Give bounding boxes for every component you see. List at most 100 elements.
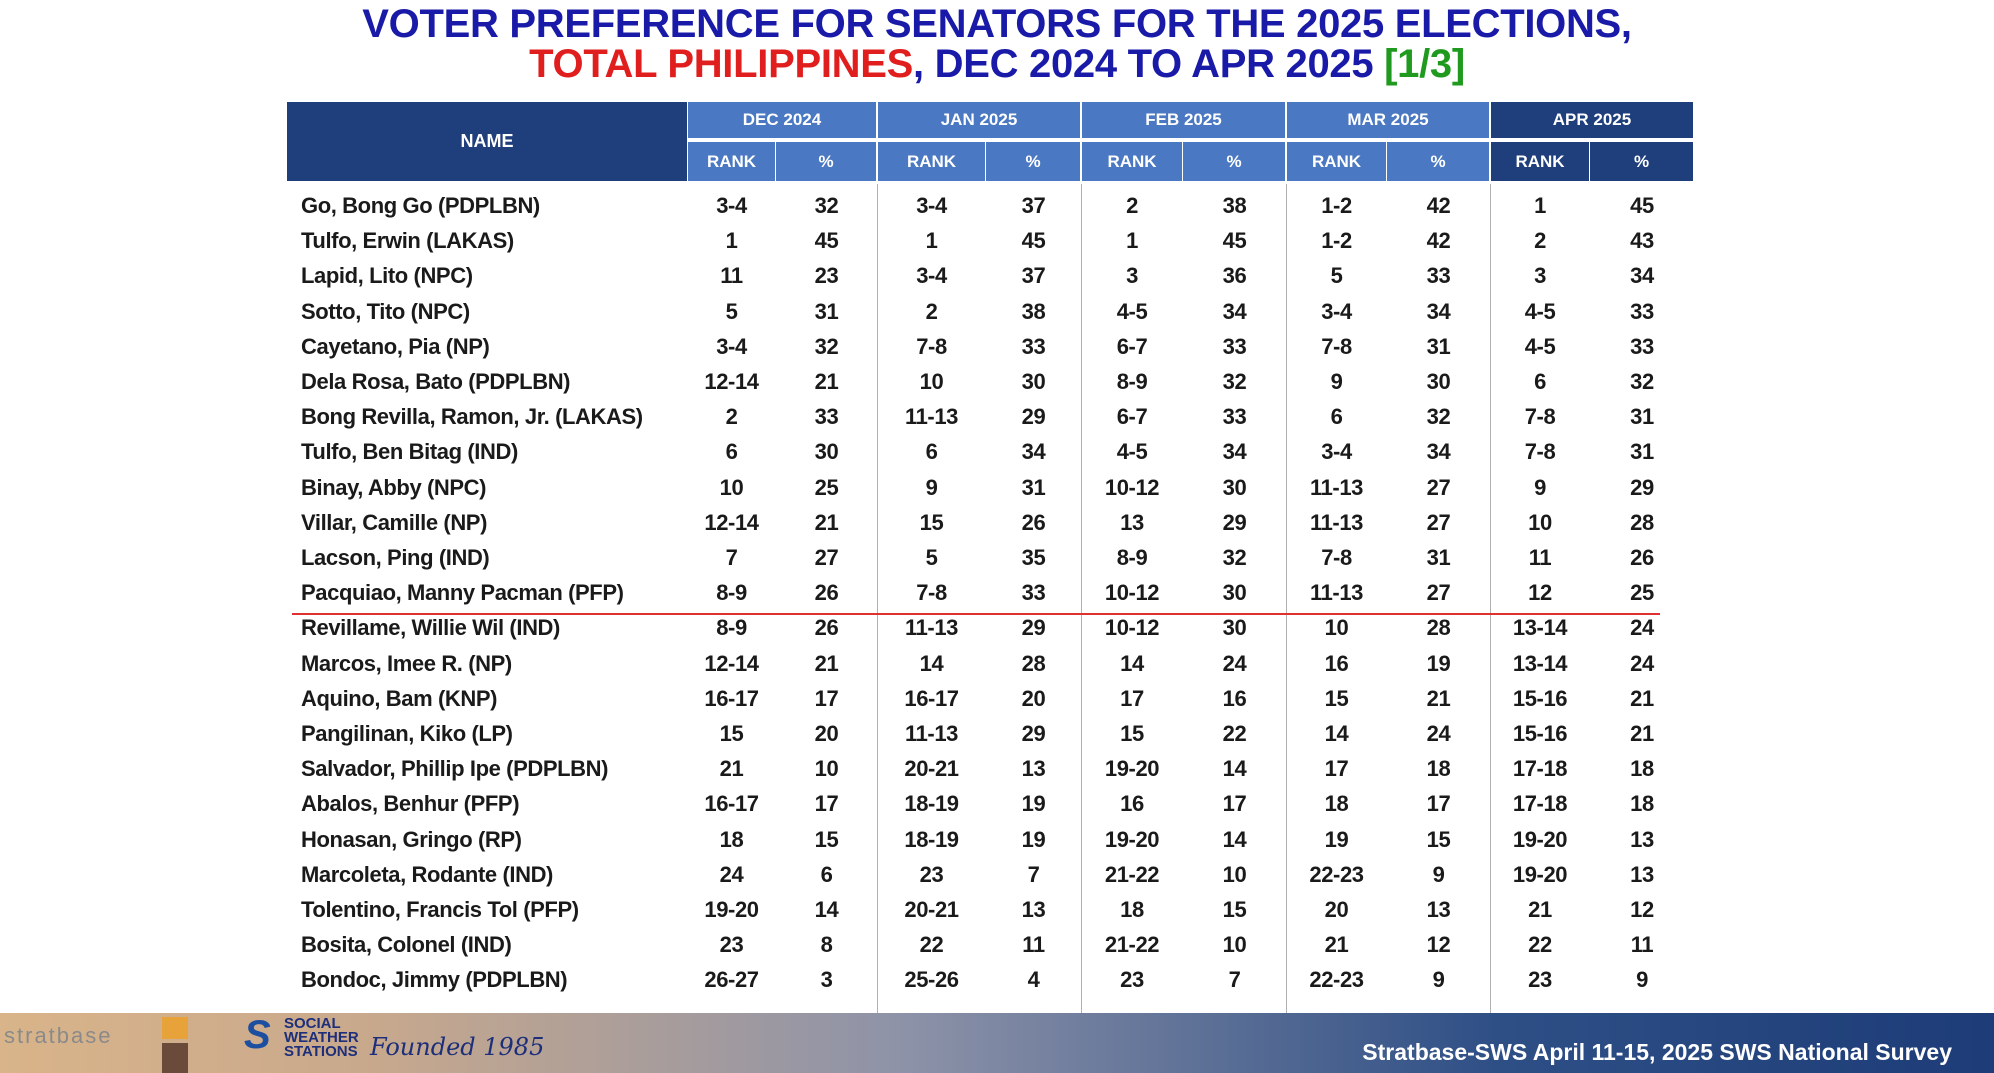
rank: 5 [1330, 263, 1343, 289]
percent: 33 [814, 404, 839, 430]
percent: 34 [1222, 439, 1247, 465]
rank: 21-22 [1104, 861, 1160, 887]
percent: 33 [1426, 263, 1451, 289]
title-line-1: VOTER PREFERENCE FOR SENATORS FOR THE 20… [362, 2, 1632, 46]
percent: 27 [1426, 509, 1451, 535]
rank: 16-17 [704, 685, 759, 711]
percent: 25 [814, 474, 839, 500]
logo-square [162, 1043, 188, 1073]
percent: 32 [814, 333, 839, 359]
rank: 11-13 [904, 721, 959, 746]
rank: 23 [919, 861, 944, 887]
percent: 13 [1021, 756, 1046, 782]
rank: 15 [1120, 721, 1144, 746]
rank: 11 [720, 263, 743, 289]
table: NAME DEC 2024 RANK% JAN 2025 RANK% FEB 2025 RA… [287, 102, 1693, 1013]
rank: 14 [1324, 721, 1349, 746]
rank: 19-20 [1104, 826, 1160, 852]
percent: 34 [1426, 298, 1451, 324]
rank: 8-9 [1116, 545, 1148, 570]
percent: 37 [1021, 263, 1046, 289]
percent: 29 [1021, 721, 1046, 746]
percent: 10 [1222, 861, 1247, 887]
rank: 16-17 [904, 685, 959, 711]
candidate-name: Honasan, Gringo (RP) [301, 826, 522, 852]
percent: 12 [1630, 897, 1654, 922]
percent: 20 [1021, 685, 1046, 711]
subheader: % [986, 142, 1080, 181]
rank: 12-14 [704, 369, 759, 394]
candidate-name: Pangilinan, Kiko (LP) [301, 721, 513, 746]
candidate-name: Villar, Camille (NP) [301, 509, 488, 535]
column-separator [1081, 184, 1082, 1013]
percent: 31 [1630, 439, 1654, 465]
rank: 19 [1324, 826, 1349, 852]
rank: 12-14 [704, 509, 759, 535]
stratbase-logo: stratbase [4, 1023, 113, 1048]
rank: 7-8 [1321, 545, 1352, 570]
candidate-name: Abalos, Benhur (PFP) [301, 791, 520, 817]
percent: 9 [1432, 861, 1445, 887]
percent: 29 [1630, 474, 1654, 500]
percent: 11 [1630, 932, 1654, 958]
candidate-name: Bondoc, Jimmy (PDPLBN) [301, 967, 568, 993]
percent: 13 [1630, 826, 1654, 852]
percent: 27 [814, 545, 839, 570]
rank: 23 [719, 932, 744, 958]
rank: 20 [1324, 897, 1349, 922]
logo-square [162, 1017, 188, 1039]
percent: 24 [1630, 615, 1654, 641]
rank: 3-4 [716, 333, 747, 359]
rank: 25-26 [904, 967, 959, 993]
percent: 45 [814, 228, 839, 254]
period-header: DEC 2024 [688, 102, 876, 140]
rank: 8-9 [716, 580, 747, 606]
rank: 10 [719, 474, 744, 500]
rank: 1-2 [1321, 193, 1352, 218]
candidate-name: Aquino, Bam (KNP) [301, 685, 498, 711]
rank: 11-13 [1309, 580, 1364, 606]
rank: 22 [919, 932, 944, 958]
rank: 7 [725, 545, 738, 570]
candidate-name: Go, Bong Go (PDPLBN) [301, 193, 540, 218]
rank: 18-19 [904, 826, 959, 852]
percent: 3 [820, 967, 833, 993]
rank: 22-23 [1309, 861, 1364, 887]
candidate-name: Sotto, Tito (NPC) [301, 298, 470, 324]
percent: 13 [1021, 897, 1046, 922]
rank: 9 [1534, 474, 1546, 500]
period-header: JAN 2025 [878, 102, 1080, 140]
rank: 1 [925, 228, 938, 254]
rank: 13-14 [1512, 615, 1568, 641]
percent: 15 [814, 826, 839, 852]
percent: 18 [1630, 791, 1654, 817]
rank: 3-4 [916, 193, 947, 218]
percent: 30 [1021, 369, 1046, 394]
percent: 10 [814, 756, 839, 782]
cutoff-line [292, 613, 1660, 615]
rank: 4-5 [1116, 439, 1148, 465]
rank: 23 [1120, 967, 1144, 993]
percent: 16 [1222, 685, 1247, 711]
candidate-name: Binay, Abby (NPC) [301, 474, 487, 500]
rank: 6 [1534, 369, 1546, 394]
percent: 36 [1222, 263, 1247, 289]
percent: 17 [814, 791, 839, 817]
percent: 7 [1027, 861, 1040, 887]
rank: 2 [925, 298, 938, 324]
percent: 19 [1426, 650, 1451, 676]
subheader: % [1183, 142, 1285, 181]
percent: 21 [814, 650, 839, 676]
rank: 1 [725, 228, 738, 254]
rank: 11-13 [1309, 474, 1364, 500]
period-header: FEB 2025 [1082, 102, 1285, 140]
percent: 21 [1630, 721, 1654, 746]
rank: 17 [1120, 685, 1144, 711]
subheader: RANK [878, 142, 985, 181]
rank: 7-8 [916, 333, 947, 359]
rank: 16 [1120, 791, 1144, 817]
percent: 30 [1426, 369, 1451, 394]
percent: 24 [1426, 721, 1451, 746]
percent: 34 [1630, 263, 1654, 289]
percent: 18 [1630, 756, 1654, 782]
